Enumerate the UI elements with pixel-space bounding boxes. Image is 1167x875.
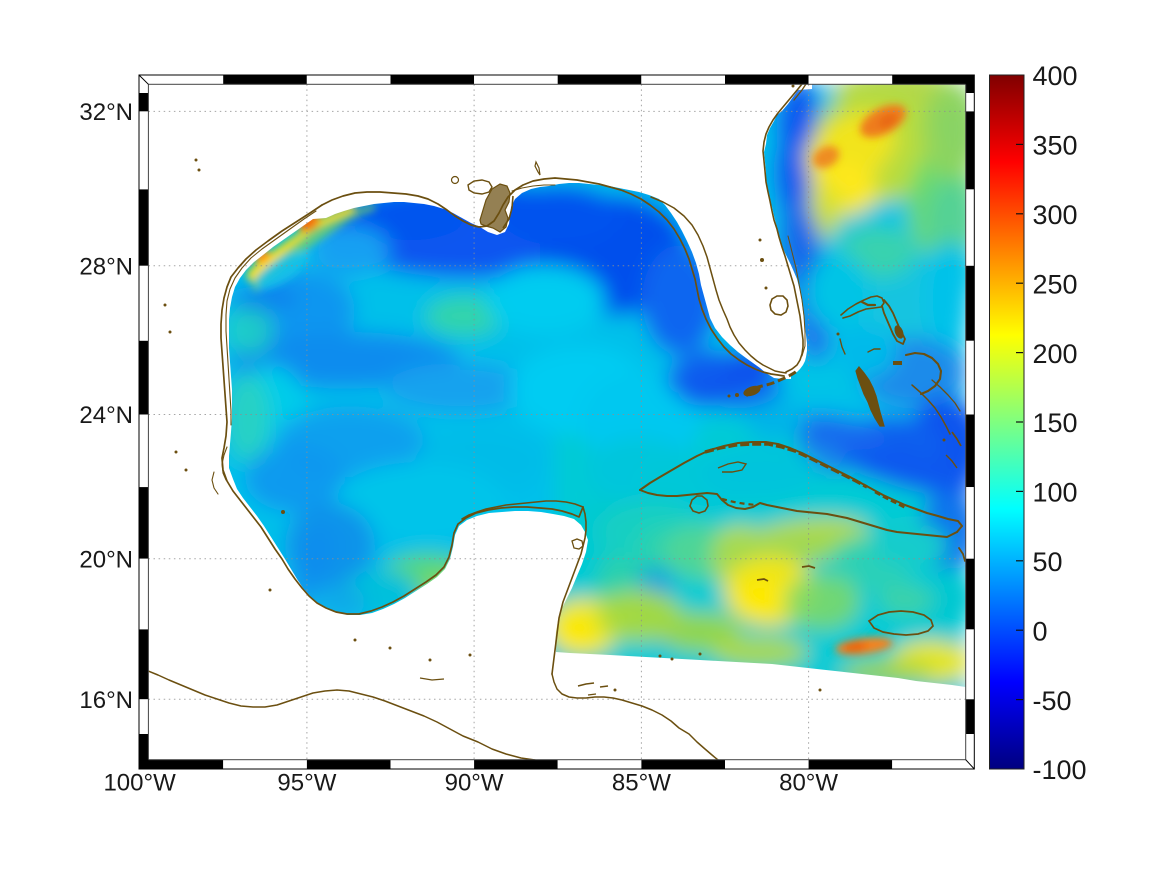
- svg-text:100: 100: [1033, 478, 1078, 508]
- svg-text:-50: -50: [1033, 686, 1072, 716]
- svg-text:20°N: 20°N: [79, 546, 133, 573]
- svg-text:350: 350: [1033, 131, 1078, 161]
- svg-text:300: 300: [1033, 200, 1078, 230]
- svg-text:28°N: 28°N: [79, 254, 133, 281]
- svg-text:-100: -100: [1033, 755, 1087, 785]
- svg-text:50: 50: [1033, 547, 1063, 577]
- svg-text:90°W: 90°W: [445, 770, 504, 797]
- svg-text:95°W: 95°W: [277, 770, 336, 797]
- svg-text:250: 250: [1033, 269, 1078, 299]
- svg-text:16°N: 16°N: [79, 687, 133, 714]
- svg-text:85°W: 85°W: [612, 770, 671, 797]
- svg-text:32°N: 32°N: [79, 99, 133, 126]
- svg-text:400: 400: [1033, 61, 1078, 91]
- svg-text:150: 150: [1033, 408, 1078, 438]
- svg-text:80°W: 80°W: [779, 770, 838, 797]
- svg-text:24°N: 24°N: [79, 402, 133, 429]
- svg-text:100°W: 100°W: [103, 770, 176, 797]
- svg-text:0: 0: [1033, 616, 1048, 646]
- svg-text:200: 200: [1033, 339, 1078, 369]
